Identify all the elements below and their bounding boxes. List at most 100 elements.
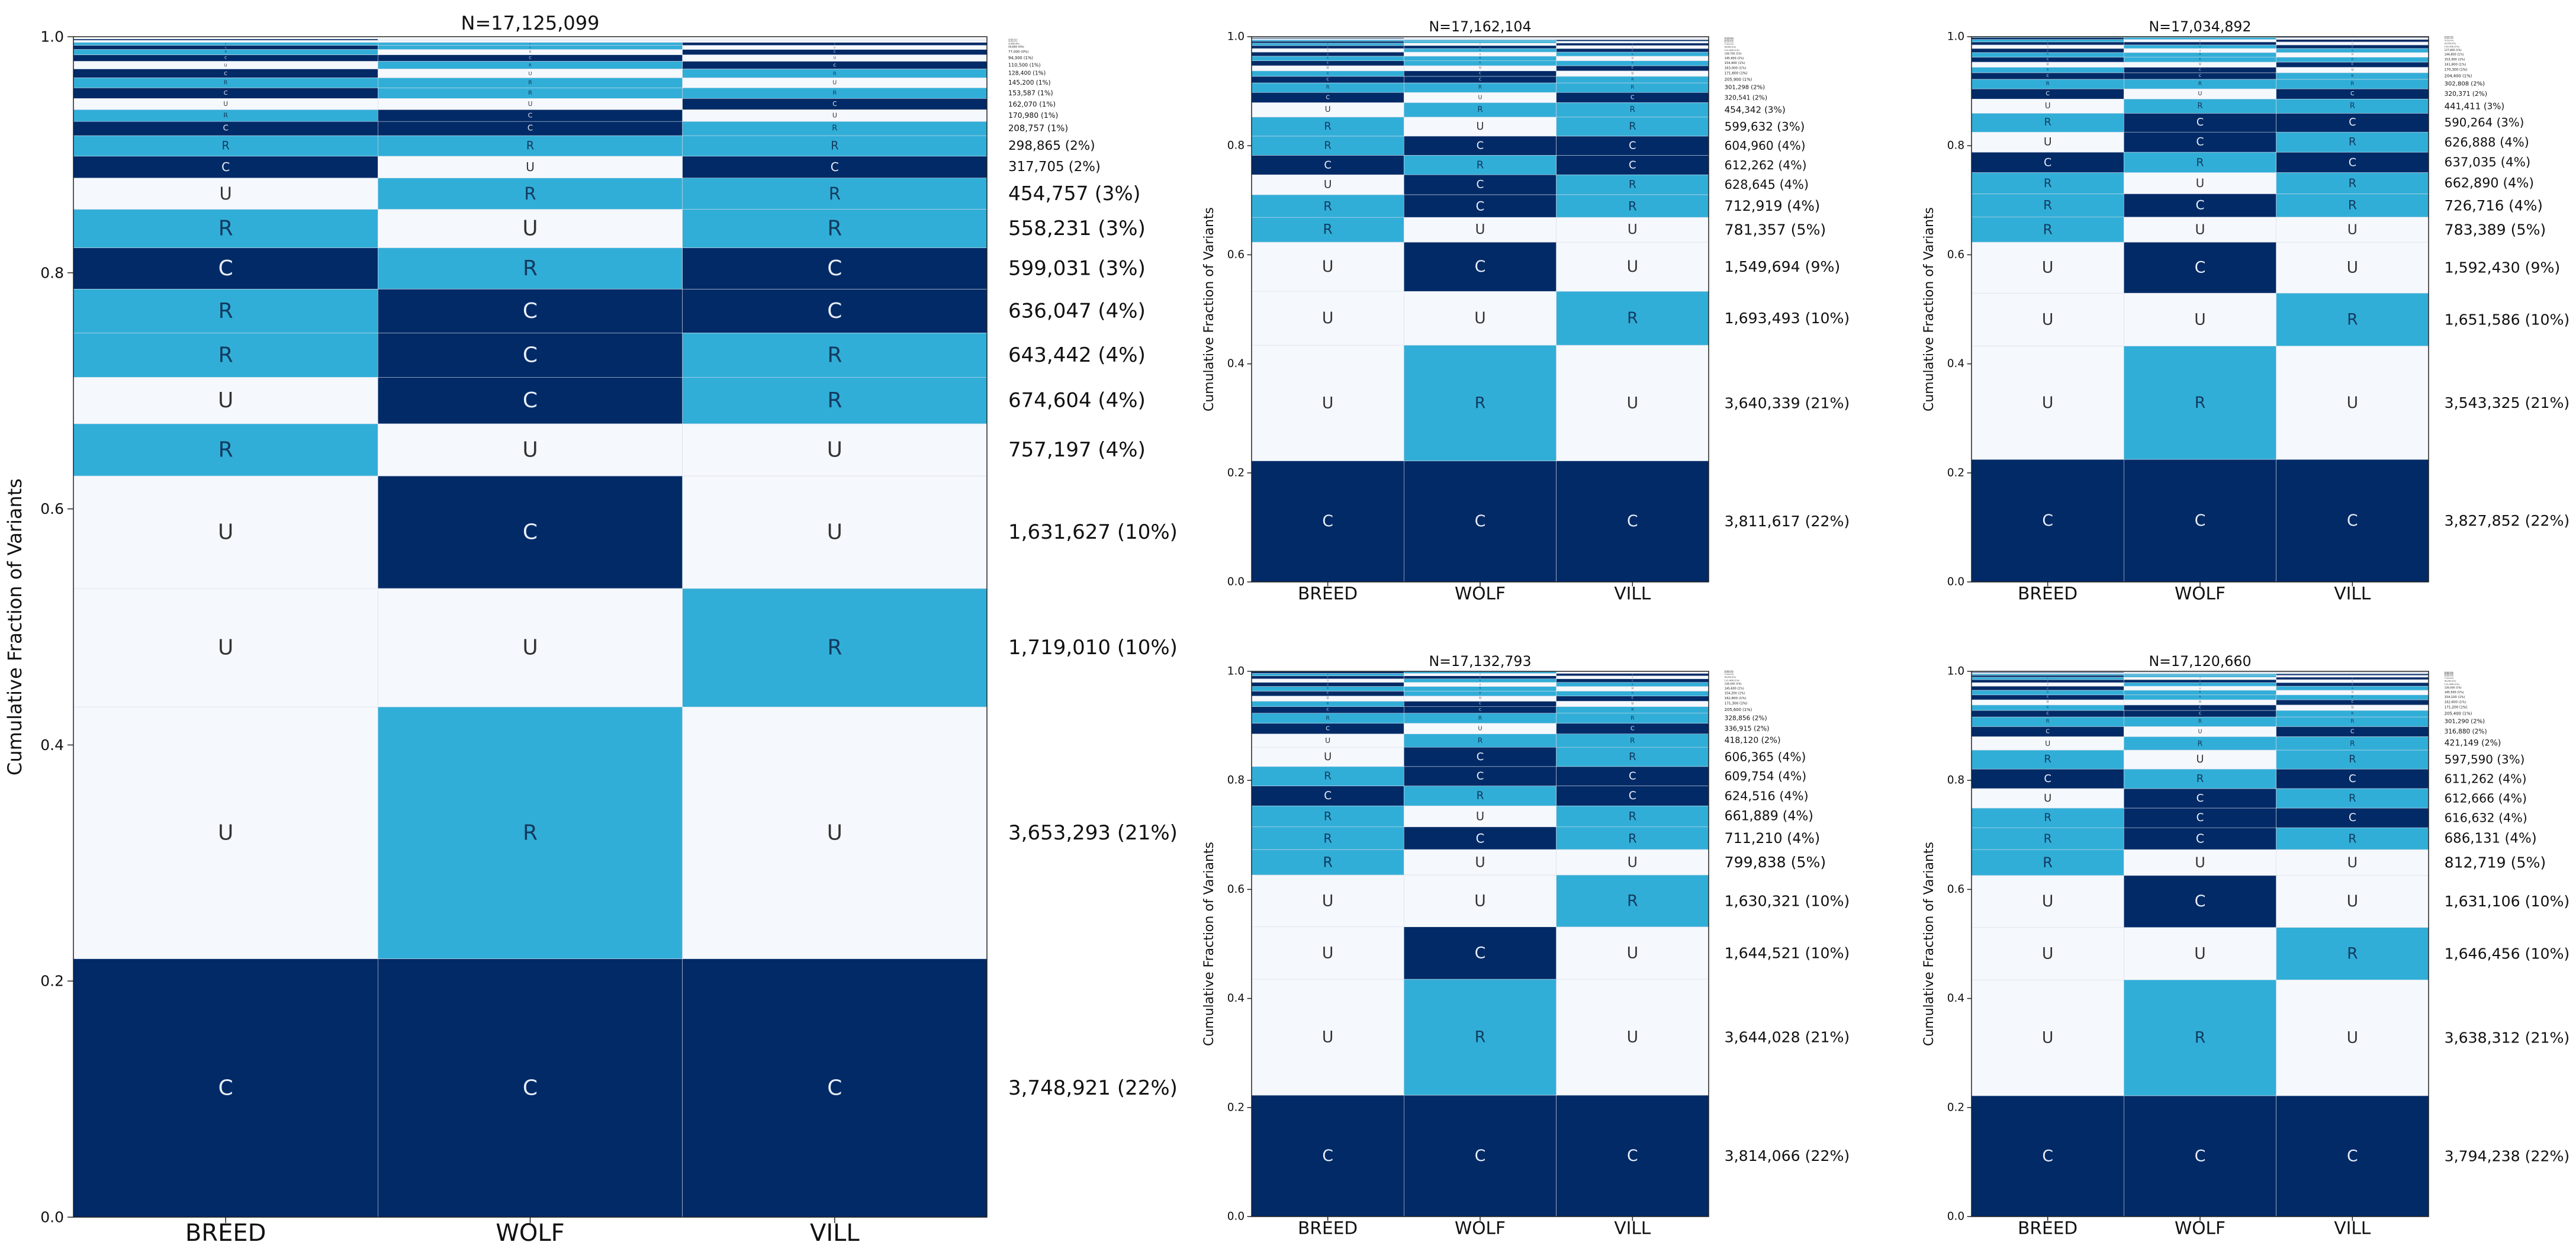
row-count-label: 558,231 (3%)	[1008, 217, 1146, 240]
heatmap-cell	[73, 178, 378, 210]
cell-code-label: C	[1632, 66, 1634, 70]
row-count-label: 599,031 (3%)	[1008, 256, 1146, 280]
cell-code-label: R	[1480, 680, 1481, 682]
row-count-label: 3,827,852 (22%)	[2445, 512, 2570, 529]
cell-code-label: C	[1477, 751, 1484, 763]
cell-code-label: C	[2196, 832, 2204, 846]
cell-code-label: R	[2197, 102, 2202, 111]
cell-code-label: U	[2047, 700, 2049, 704]
cell-code-label: U	[834, 56, 836, 60]
heatmap-cell	[1251, 979, 1404, 1096]
row-count-label: 612,262 (4%)	[1725, 158, 1807, 172]
cell-code-label: C	[1632, 49, 1633, 52]
heatmap-cell	[378, 156, 683, 178]
y-tick-label: 0.2	[40, 973, 64, 990]
cell-code-label: C	[1324, 790, 1332, 802]
row-count-label: 643,442 (4%)	[1008, 343, 1146, 367]
row-count-label: 154,400 (1%)	[1725, 62, 1745, 65]
heatmap-cell	[73, 40, 378, 43]
heatmap-cell	[2124, 292, 2276, 346]
cell-code-label: U	[1474, 309, 1486, 327]
row-count-label: 145,500 (1%)	[2445, 691, 2464, 694]
cell-code-label: C	[1479, 708, 1481, 712]
y-tick-label: 0.6	[1227, 883, 1244, 896]
cell-code-label: U	[2347, 394, 2359, 412]
cell-code-label: R	[2044, 832, 2052, 846]
cell-code-label: R	[2195, 394, 2206, 412]
row-count-label: 94,200 (1%)	[2445, 680, 2456, 683]
cell-code-label: U	[218, 520, 233, 544]
heatmap-cell	[73, 377, 378, 424]
cell-code-label: C	[1630, 725, 1635, 732]
row-count-label: 597,590 (3%)	[2445, 753, 2525, 767]
heatmap-cell	[1556, 102, 1709, 118]
cell-code-label: C	[833, 62, 836, 67]
cell-code-label: U	[2044, 792, 2051, 805]
row-count-label: 781,357 (5%)	[1725, 221, 1826, 239]
cell-code-label: C	[224, 90, 228, 96]
cell-code-label: U	[224, 62, 227, 67]
heatmap-cell	[682, 588, 988, 707]
cell-code-label: C	[1476, 199, 1485, 214]
heatmap-cell	[378, 209, 683, 248]
cell-code-label: U	[2352, 42, 2353, 44]
cell-code-label: C	[2195, 1147, 2206, 1165]
y-tick-label: 0.8	[1947, 774, 1964, 787]
cell-code-label: U	[2347, 892, 2359, 910]
heatmap-cell	[2124, 217, 2276, 243]
row-count-label: 662,890 (4%)	[2445, 175, 2534, 191]
heatmap-cell	[2276, 131, 2429, 153]
y-tick-label: 1.0	[1227, 31, 1244, 43]
x-category-label: VILL	[810, 1220, 860, 1247]
row-count-label: 616,632 (4%)	[2445, 811, 2527, 825]
cell-code-label: C	[1477, 770, 1484, 783]
y-tick-label: 0.4	[1227, 992, 1244, 1005]
heatmap-cell	[2124, 172, 2276, 194]
x-category-label: VILL	[2334, 584, 2371, 604]
cell-code-label: R	[1324, 121, 1332, 133]
cell-code-label: R	[2044, 812, 2051, 824]
heatmap-cell	[73, 209, 378, 248]
heatmap-cell	[1556, 41, 1709, 44]
y-tick-label: 0.8	[1227, 140, 1244, 152]
heatmap-cell	[2124, 671, 2276, 673]
row-count-label: 783,389 (5%)	[2445, 221, 2546, 238]
heatmap-cell	[2124, 152, 2276, 173]
row-count-label: 205,900 (1%)	[1725, 77, 1752, 82]
cell-code-label: R	[833, 70, 837, 76]
cell-code-label: C	[1327, 61, 1329, 65]
cell-code-label: U	[2351, 706, 2353, 709]
y-tick-label: 0.4	[40, 736, 64, 754]
cell-code-label: R	[1326, 85, 1330, 91]
heatmap-cell	[2276, 1095, 2429, 1217]
row-count-label: 3,814,066 (22%)	[1725, 1147, 1850, 1164]
heatmap-cell	[1251, 174, 1404, 195]
row-count-label: 3,638,312 (21%)	[2445, 1029, 2570, 1047]
cell-code-label: U	[1628, 854, 1638, 870]
cell-code-label: C	[1629, 140, 1636, 152]
row-count-label: 301,290 (2%)	[2445, 719, 2485, 725]
cell-code-label: U	[522, 636, 538, 660]
cell-code-label: U	[2199, 49, 2201, 52]
cell-code-label: U	[2352, 680, 2353, 683]
cell-code-label: U	[2047, 63, 2049, 66]
heatmap-cell	[73, 135, 378, 157]
cell-code-label: U	[2199, 63, 2201, 66]
row-count-label: 204,400 (1%)	[2445, 73, 2472, 78]
cell-code-label: R	[223, 112, 228, 120]
heatmap-cell	[73, 247, 378, 289]
row-count-label: 799,838 (5%)	[1725, 854, 1826, 871]
heatmap-cell	[73, 38, 378, 41]
cell-code-label: U	[522, 437, 538, 462]
row-count-label: 110,500 (1%)	[1008, 62, 1041, 67]
cell-code-label: C	[834, 50, 836, 54]
cell-code-label: R	[2044, 117, 2051, 128]
cell-code-label: C	[1629, 790, 1636, 802]
row-count-label: 661,889 (4%)	[1725, 809, 1813, 823]
row-count-label: 170,980 (1%)	[1008, 111, 1058, 120]
heatmap-cell	[2276, 979, 2429, 1096]
row-count-label: 153,300 (1%)	[2445, 58, 2465, 62]
cell-code-label: C	[1324, 159, 1332, 171]
row-count-label: 162,070 (1%)	[1008, 100, 1056, 108]
heatmap-cell	[1251, 155, 1404, 175]
